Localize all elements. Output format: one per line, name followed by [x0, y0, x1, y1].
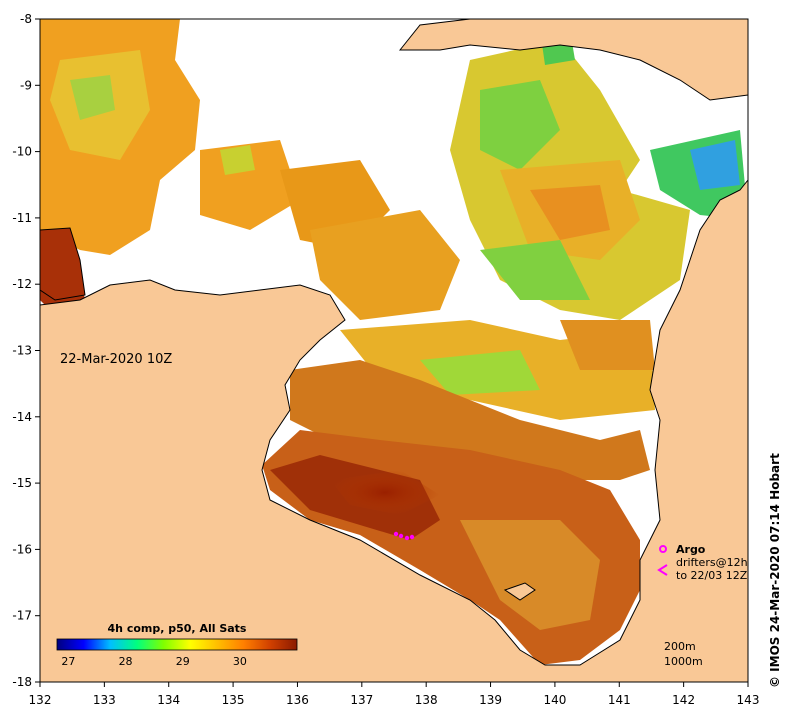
colorbar-title: 4h comp, p50, All Sats: [108, 622, 247, 635]
colorbar-gradient: [56, 638, 298, 651]
y-tick-label: -10: [12, 145, 32, 159]
credit-text: © IMOS 24-Mar-2020 07:14 Hobart: [768, 453, 782, 688]
drifter-trail: [393, 531, 415, 541]
legend-drifters-line2: to 22/03 12Z: [676, 569, 748, 582]
x-tick-label: 137: [350, 693, 373, 707]
x-axis: 132 133 134 135 136 137 138 139 140 141 142 143: [29, 682, 760, 707]
x-tick-label: 139: [479, 693, 502, 707]
x-tick-label: 135: [222, 693, 245, 707]
x-tick-label: 138: [415, 693, 438, 707]
x-tick-label: 140: [543, 693, 566, 707]
plot-area: 22-Mar-2020 10Z 4h comp, p50, All Sats 2…: [40, 19, 748, 682]
argo-marker-icon: [659, 545, 667, 553]
x-tick-label: 143: [737, 693, 760, 707]
x-tick-label: 133: [93, 693, 116, 707]
y-tick-label: -9: [20, 78, 32, 92]
y-tick-label: -17: [12, 609, 32, 623]
legend-argo: Argo: [676, 543, 706, 556]
land-island-mornington: [503, 582, 536, 601]
colorbar-ticks: 27 28 29 30: [61, 655, 246, 668]
x-tick-label: 134: [157, 693, 180, 707]
colorbar: 4h comp, p50, All Sats 27 28 29 30: [56, 622, 298, 668]
x-tick-label: 132: [29, 693, 52, 707]
y-axis: -8 -9 -10 -11 -12 -13 -14 -15 -16 -17 -18: [12, 12, 40, 689]
legend: Argo drifters@12h to 22/03 12Z 200m 1000…: [657, 543, 748, 668]
y-tick-label: -14: [12, 410, 32, 424]
land: [40, 19, 748, 682]
x-tick-label: 142: [672, 693, 695, 707]
date-label: 22-Mar-2020 10Z: [60, 352, 172, 367]
land-island-west: [40, 227, 86, 301]
colorbar-tick-label: 29: [176, 655, 190, 668]
land-northern-territory: [40, 179, 748, 682]
colorbar-tick-label: 27: [61, 655, 75, 668]
colorbar-tick-label: 30: [233, 655, 247, 668]
y-tick-label: -13: [12, 344, 32, 358]
sst-field: [40, 19, 748, 665]
colorbar-tick-label: 28: [119, 655, 133, 668]
legend-depth-1000: 1000m: [664, 655, 703, 668]
x-tick-label: 136: [286, 693, 309, 707]
y-tick-label: -12: [12, 277, 32, 291]
land-new-guinea: [398, 19, 748, 101]
legend-drifters-line1: drifters@12h: [676, 556, 748, 569]
y-tick-label: -18: [12, 675, 32, 689]
legend-depth-200: 200m: [664, 640, 696, 653]
x-tick-label: 141: [608, 693, 631, 707]
y-tick-label: -11: [12, 211, 32, 225]
y-tick-label: -16: [12, 542, 32, 556]
y-tick-label: -8: [20, 12, 32, 26]
y-tick-label: -15: [12, 476, 32, 490]
drifter-arrow-icon: [657, 564, 668, 576]
